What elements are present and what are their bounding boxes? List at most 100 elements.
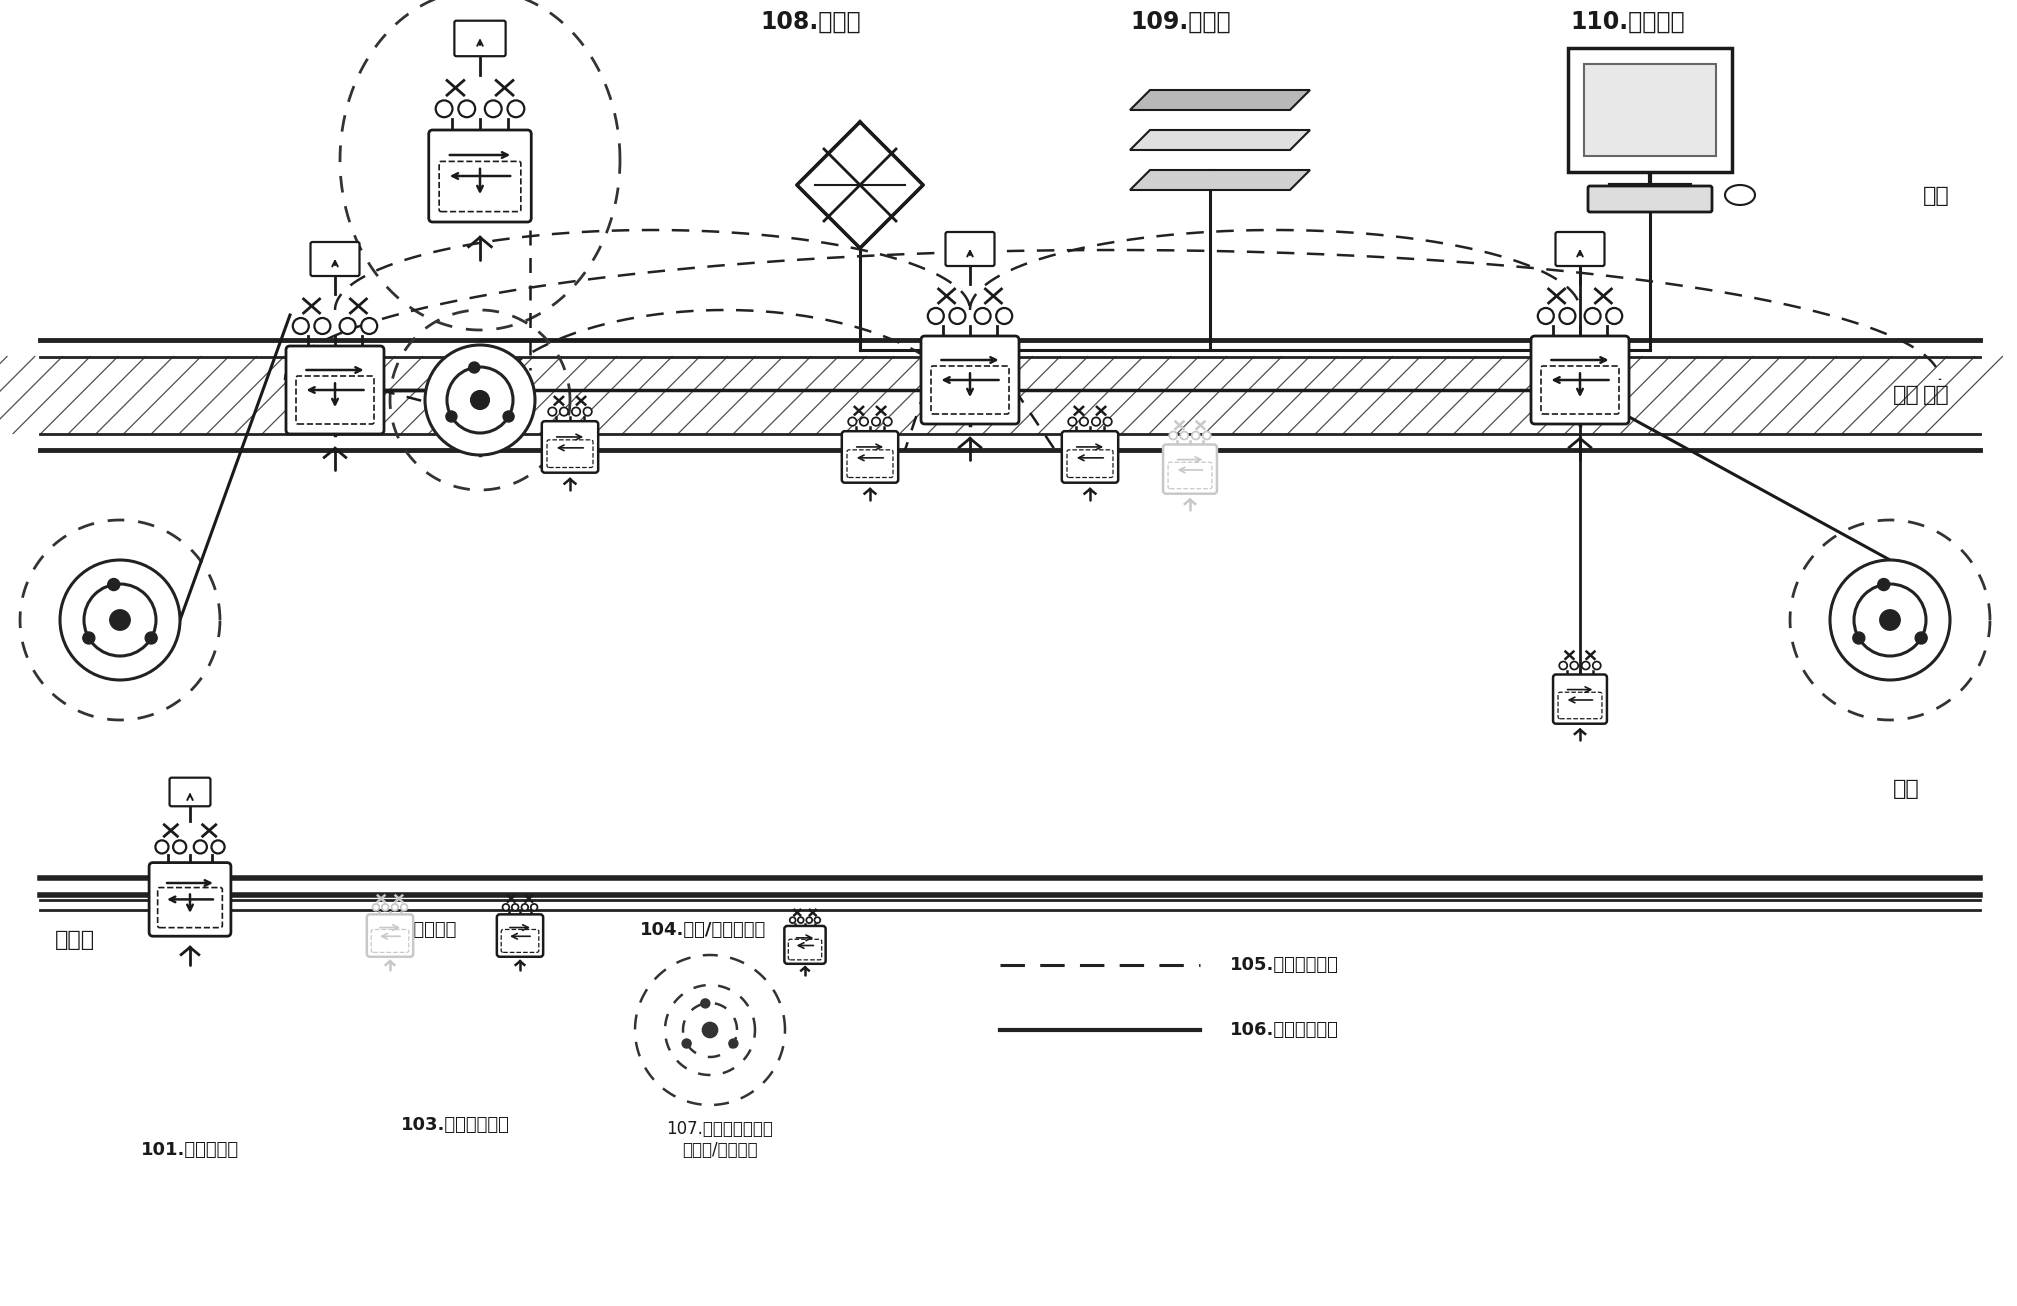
Circle shape: [391, 904, 397, 910]
FancyBboxPatch shape: [149, 862, 230, 936]
FancyBboxPatch shape: [311, 242, 359, 276]
Circle shape: [522, 904, 528, 910]
Circle shape: [1829, 560, 1950, 680]
Circle shape: [1192, 431, 1200, 440]
Circle shape: [996, 308, 1013, 324]
Text: 井下: 井下: [1924, 185, 1950, 206]
Circle shape: [1180, 431, 1188, 440]
Circle shape: [974, 308, 990, 324]
Circle shape: [173, 840, 186, 854]
Circle shape: [1581, 662, 1589, 670]
FancyBboxPatch shape: [946, 232, 994, 266]
Circle shape: [728, 1040, 738, 1047]
Circle shape: [815, 917, 821, 923]
Circle shape: [315, 317, 331, 334]
Circle shape: [1585, 308, 1601, 324]
Circle shape: [1537, 308, 1553, 324]
Circle shape: [155, 840, 169, 854]
Text: 102.冒余基站: 102.冒余基站: [369, 921, 458, 939]
FancyBboxPatch shape: [1553, 674, 1608, 724]
Circle shape: [1559, 308, 1575, 324]
FancyBboxPatch shape: [1555, 232, 1604, 266]
Circle shape: [573, 407, 581, 415]
Circle shape: [928, 308, 944, 324]
Circle shape: [109, 610, 131, 631]
Polygon shape: [1130, 131, 1309, 150]
Text: 103.无线终端节点: 103.无线终端节点: [401, 1117, 510, 1134]
FancyBboxPatch shape: [1061, 431, 1117, 483]
Circle shape: [1854, 632, 1866, 644]
FancyBboxPatch shape: [1531, 336, 1630, 424]
Circle shape: [1069, 418, 1077, 426]
Text: 101.无线中继站: 101.无线中继站: [141, 1141, 240, 1158]
Circle shape: [85, 584, 155, 656]
Circle shape: [194, 840, 208, 854]
FancyBboxPatch shape: [785, 926, 825, 964]
Text: 104.总线/光纤交换机: 104.总线/光纤交换机: [639, 921, 766, 939]
Ellipse shape: [1725, 185, 1755, 205]
Circle shape: [849, 418, 857, 426]
Text: 109.服务器: 109.服务器: [1130, 10, 1230, 34]
Circle shape: [561, 407, 569, 415]
Circle shape: [426, 345, 535, 454]
Circle shape: [381, 904, 389, 910]
Circle shape: [145, 632, 157, 644]
Circle shape: [1854, 584, 1926, 656]
Text: 108.交换机: 108.交换机: [760, 10, 861, 34]
Circle shape: [1593, 662, 1601, 670]
FancyBboxPatch shape: [496, 914, 543, 957]
FancyBboxPatch shape: [286, 346, 383, 434]
Circle shape: [702, 1023, 718, 1038]
Text: 地面: 地面: [1924, 385, 1950, 405]
Polygon shape: [797, 121, 924, 248]
FancyBboxPatch shape: [367, 914, 413, 957]
Circle shape: [83, 632, 95, 644]
Polygon shape: [1130, 170, 1309, 189]
Circle shape: [530, 904, 537, 910]
Circle shape: [508, 101, 524, 118]
Circle shape: [1559, 662, 1567, 670]
Circle shape: [799, 917, 803, 923]
Circle shape: [373, 904, 379, 910]
Text: 井下: 井下: [1894, 778, 1920, 799]
Circle shape: [1606, 308, 1622, 324]
Circle shape: [682, 1040, 692, 1047]
Circle shape: [1571, 662, 1577, 670]
Circle shape: [791, 917, 795, 923]
Circle shape: [292, 317, 309, 334]
Text: 105.无线骨干链路: 105.无线骨干链路: [1230, 956, 1339, 974]
Circle shape: [883, 418, 892, 426]
Circle shape: [1880, 610, 1900, 631]
Circle shape: [361, 317, 377, 334]
Circle shape: [446, 411, 458, 422]
Circle shape: [871, 418, 879, 426]
Circle shape: [107, 579, 119, 590]
Circle shape: [436, 101, 452, 118]
Circle shape: [1091, 418, 1099, 426]
FancyBboxPatch shape: [922, 336, 1019, 424]
Circle shape: [1878, 579, 1890, 590]
Text: 106.有线光纤链路: 106.有线光纤链路: [1230, 1021, 1339, 1040]
Circle shape: [458, 101, 476, 118]
FancyBboxPatch shape: [1567, 48, 1733, 172]
Circle shape: [468, 362, 480, 374]
Circle shape: [470, 390, 490, 409]
Circle shape: [401, 904, 407, 910]
Text: 地面: 地面: [1894, 385, 1920, 405]
FancyBboxPatch shape: [841, 431, 898, 483]
FancyBboxPatch shape: [1164, 444, 1216, 494]
Circle shape: [448, 367, 512, 434]
FancyBboxPatch shape: [543, 422, 599, 473]
Circle shape: [549, 407, 557, 415]
Text: 110.监控终端: 110.监控终端: [1569, 10, 1684, 34]
FancyBboxPatch shape: [430, 131, 530, 222]
Text: 图例：: 图例：: [54, 930, 95, 949]
Circle shape: [502, 411, 514, 422]
Text: 107.未画出的中继站
及无线/有线链路: 107.未画出的中继站 及无线/有线链路: [666, 1121, 773, 1158]
Circle shape: [1079, 418, 1087, 426]
FancyBboxPatch shape: [1583, 64, 1716, 155]
Circle shape: [807, 917, 813, 923]
Circle shape: [212, 840, 224, 854]
Polygon shape: [1130, 90, 1309, 110]
Circle shape: [700, 999, 710, 1008]
